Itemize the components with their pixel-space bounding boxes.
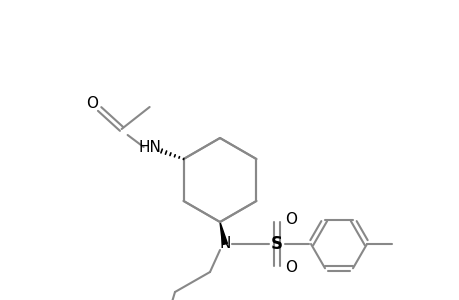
Text: HN: HN bbox=[138, 140, 161, 154]
Text: N: N bbox=[219, 236, 230, 251]
Text: S: S bbox=[270, 235, 282, 253]
Text: O: O bbox=[85, 95, 97, 110]
Polygon shape bbox=[219, 222, 227, 244]
Text: O: O bbox=[285, 212, 297, 227]
Text: O: O bbox=[285, 260, 297, 275]
